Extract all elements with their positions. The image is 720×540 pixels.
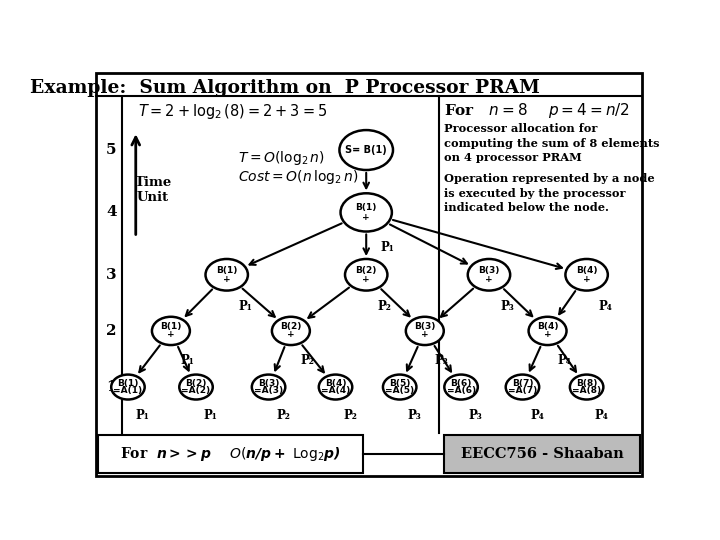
Text: $Cost = O(n\,\log_2 n)$: $Cost = O(n\,\log_2 n)$: [238, 168, 359, 186]
Circle shape: [179, 375, 213, 400]
Text: P₁: P₁: [204, 409, 217, 422]
Text: B(5): B(5): [389, 379, 410, 388]
Text: B(4): B(4): [325, 379, 346, 388]
Text: +: +: [362, 275, 370, 284]
Circle shape: [272, 317, 310, 345]
Text: B(6): B(6): [451, 379, 472, 388]
Circle shape: [205, 259, 248, 291]
Text: +: +: [582, 275, 590, 284]
Text: S= B(1): S= B(1): [346, 145, 387, 155]
Circle shape: [383, 375, 416, 400]
Text: P₁: P₁: [380, 241, 395, 254]
Circle shape: [341, 193, 392, 232]
Text: EECC756 - Shaaban: EECC756 - Shaaban: [461, 447, 624, 461]
Circle shape: [570, 375, 603, 400]
Text: Operation represented by a node
is executed by the processor
indicated below the: Operation represented by a node is execu…: [444, 173, 655, 213]
Text: B(2): B(2): [185, 379, 207, 388]
Text: $T = 2 + \log_2(8) = 2 + 3 = 5$: $T = 2 + \log_2(8) = 2 + 3 = 5$: [138, 102, 327, 121]
Circle shape: [406, 317, 444, 345]
Text: +: +: [544, 330, 552, 339]
Text: P₂: P₂: [276, 409, 290, 422]
Text: =A(2): =A(2): [181, 386, 210, 395]
Text: =A(6): =A(6): [446, 386, 476, 395]
Text: P₃: P₃: [435, 354, 449, 367]
Circle shape: [444, 375, 478, 400]
Text: =A(3): =A(3): [254, 386, 283, 395]
FancyBboxPatch shape: [96, 73, 642, 476]
Text: P₂: P₂: [343, 409, 357, 422]
Circle shape: [505, 375, 539, 400]
FancyBboxPatch shape: [444, 435, 639, 473]
Circle shape: [319, 375, 352, 400]
Circle shape: [111, 375, 145, 400]
Text: P₃: P₃: [500, 300, 514, 313]
Text: P₃: P₃: [469, 409, 482, 422]
Text: P₄: P₄: [598, 300, 612, 313]
Text: B(8): B(8): [576, 379, 598, 388]
Text: P₂: P₂: [301, 354, 315, 367]
FancyBboxPatch shape: [99, 435, 364, 473]
Circle shape: [345, 259, 387, 291]
Text: B(1): B(1): [356, 202, 377, 212]
Circle shape: [565, 259, 608, 291]
Circle shape: [152, 317, 190, 345]
Text: =A(5): =A(5): [385, 386, 414, 395]
Text: 1: 1: [106, 380, 117, 394]
Text: P₁: P₁: [238, 300, 252, 313]
Text: For   $n = 8$    $p = 4 = n/2$: For $n = 8$ $p = 4 = n/2$: [444, 102, 630, 120]
Text: B(1): B(1): [117, 379, 139, 388]
Text: +: +: [167, 330, 175, 339]
Text: Example:  Sum Algorithm on  P Processor PRAM: Example: Sum Algorithm on P Processor PR…: [30, 79, 540, 97]
Text: B(4): B(4): [537, 322, 558, 332]
Text: Time
Unit: Time Unit: [135, 176, 171, 204]
Text: 3: 3: [106, 268, 117, 282]
Text: B(3): B(3): [414, 322, 436, 332]
Text: 4: 4: [106, 205, 117, 219]
Text: =A(7): =A(7): [508, 386, 537, 395]
Text: =A(1): =A(1): [113, 386, 143, 395]
Text: B(3): B(3): [258, 379, 279, 388]
Text: +: +: [421, 330, 428, 339]
Text: B(4): B(4): [576, 266, 598, 275]
Text: B(3): B(3): [478, 266, 500, 275]
Text: Processor allocation for
computing the sum of 8 elements
on 4 processor PRAM: Processor allocation for computing the s…: [444, 123, 660, 163]
Text: P₃: P₃: [408, 409, 421, 422]
Text: B(1): B(1): [216, 266, 238, 275]
Text: 2: 2: [106, 324, 117, 338]
Circle shape: [528, 317, 567, 345]
Circle shape: [468, 259, 510, 291]
Text: +: +: [287, 330, 294, 339]
Text: $T = O(\log_2 n)$: $T = O(\log_2 n)$: [238, 150, 325, 167]
Text: P₁: P₁: [181, 354, 194, 367]
Text: P₂: P₂: [378, 300, 392, 313]
Text: +: +: [223, 275, 230, 284]
Text: +: +: [485, 275, 492, 284]
Text: For  $\bfit{n} >> \bfit{p}$    $O(\bfit{n}/\bfit{p}+\ \mathrm{Log_2}\bfit{p})$: For $\bfit{n} >> \bfit{p}$ $O(\bfit{n}/\…: [120, 445, 341, 463]
Text: B(1): B(1): [161, 322, 181, 332]
Text: P₁: P₁: [135, 409, 149, 422]
Text: P₄: P₄: [530, 409, 544, 422]
Text: B(2): B(2): [356, 266, 377, 275]
Text: B(2): B(2): [280, 322, 302, 332]
Text: P₄: P₄: [594, 409, 608, 422]
Circle shape: [339, 130, 393, 170]
Text: P₄: P₄: [557, 354, 571, 367]
Text: +: +: [362, 213, 370, 222]
Text: B(7): B(7): [512, 379, 534, 388]
Text: 5: 5: [106, 143, 117, 157]
Text: =A(8): =A(8): [572, 386, 601, 395]
Text: =A(4): =A(4): [321, 386, 350, 395]
Circle shape: [252, 375, 285, 400]
